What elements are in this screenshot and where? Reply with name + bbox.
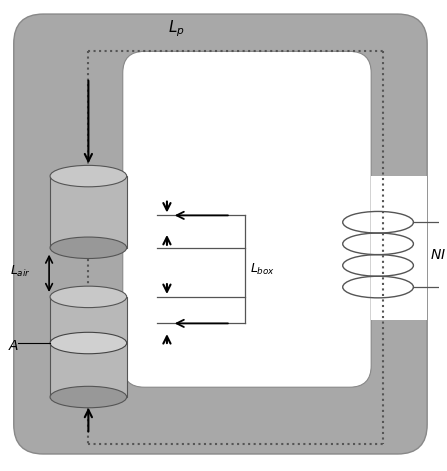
- Text: $L_{box}$: $L_{box}$: [250, 262, 275, 277]
- Text: $L_p$: $L_p$: [169, 18, 185, 39]
- Ellipse shape: [50, 386, 127, 408]
- Ellipse shape: [50, 333, 127, 354]
- Ellipse shape: [50, 286, 127, 308]
- Text: $A$: $A$: [8, 339, 19, 353]
- Bar: [50, 176, 127, 248]
- Text: $L_{air}$: $L_{air}$: [10, 264, 31, 279]
- FancyBboxPatch shape: [123, 51, 371, 387]
- Bar: [371, 176, 427, 320]
- Text: $NI$: $NI$: [430, 248, 446, 262]
- Bar: [50, 297, 127, 397]
- FancyBboxPatch shape: [14, 14, 427, 454]
- Ellipse shape: [50, 165, 127, 187]
- Ellipse shape: [50, 237, 127, 259]
